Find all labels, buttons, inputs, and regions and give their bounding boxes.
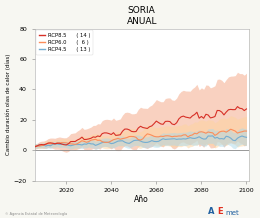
Legend: RCP8.5      ( 14 ), RCP6.0      (  6 ), RCP4.5      ( 13 ): RCP8.5 ( 14 ), RCP6.0 ( 6 ), RCP4.5 ( 13… bbox=[36, 30, 93, 54]
Text: E: E bbox=[217, 207, 223, 216]
Y-axis label: Cambio duración olas de calor (días): Cambio duración olas de calor (días) bbox=[5, 54, 11, 155]
Text: © Agencia Estatal de Meteorología: © Agencia Estatal de Meteorología bbox=[5, 212, 67, 216]
X-axis label: Año: Año bbox=[134, 195, 149, 204]
Text: met: met bbox=[225, 210, 239, 216]
Title: SORIA
ANUAL: SORIA ANUAL bbox=[126, 5, 157, 26]
Text: A: A bbox=[208, 207, 214, 216]
